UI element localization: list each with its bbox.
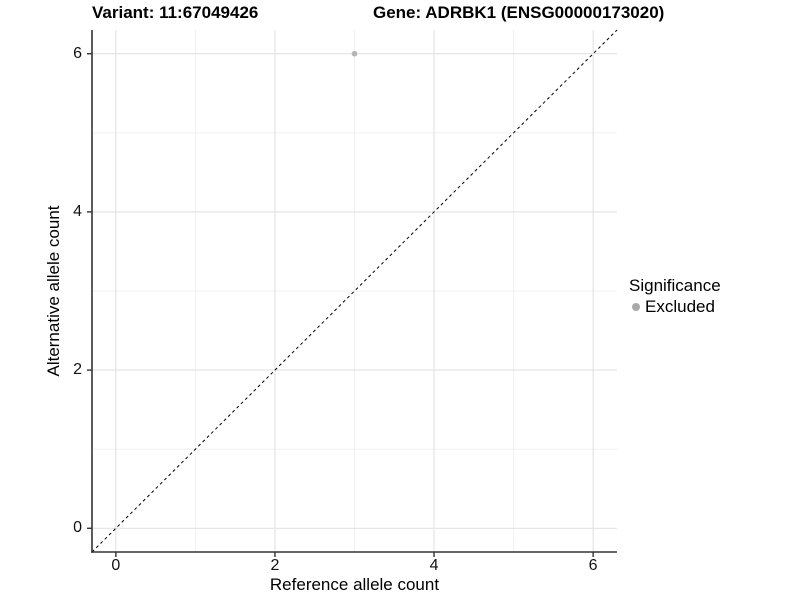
x-tick-label: 4 — [429, 557, 439, 574]
y-tick-label: 2 — [73, 361, 82, 379]
plot-title-gene: Gene: ADRBK1 (ENSG00000173020) — [373, 3, 665, 22]
y-tick-label: 4 — [73, 202, 82, 220]
legend-item: Excluded — [629, 297, 721, 316]
y-tick-label: 6 — [73, 44, 82, 62]
data-point — [351, 50, 358, 57]
y-tick-label: 0 — [73, 519, 82, 537]
x-tick-label: 0 — [111, 557, 121, 574]
x-tick-label: 2 — [270, 557, 280, 574]
legend: Significance Excluded — [629, 276, 721, 316]
plot-title-variant: Variant: 11:67049426 — [92, 3, 259, 22]
legend-item-label: Excluded — [645, 297, 715, 316]
x-axis-title: Reference allele count — [269, 575, 440, 594]
legend-title: Significance — [629, 276, 721, 295]
x-tick-label: 6 — [588, 557, 598, 574]
legend-items: Excluded — [629, 297, 721, 316]
legend-point-icon — [632, 302, 640, 311]
y-axis-title: Alternative allele count — [44, 205, 63, 377]
